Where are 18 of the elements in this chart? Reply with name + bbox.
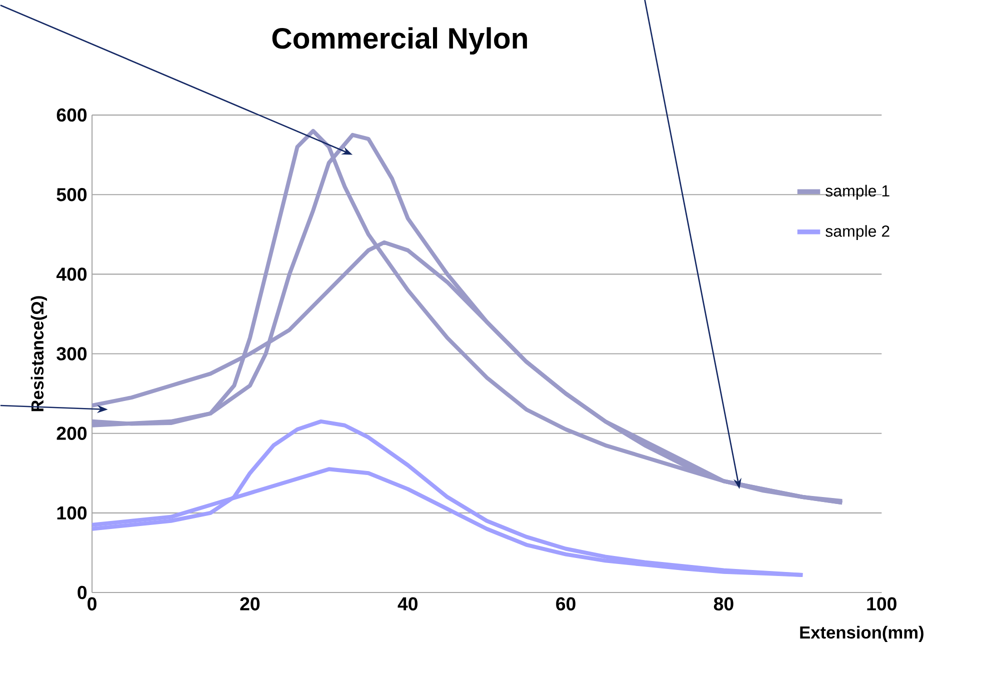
y-axis-title: Resistance(Ω)	[30, 296, 48, 412]
y-tick-label: 100	[57, 506, 87, 520]
chart-title: Commercial Nylon	[272, 27, 527, 55]
legend-label: sample 2	[826, 225, 890, 240]
x-tick-label: 0	[88, 597, 96, 611]
x-tick-label: 80	[714, 597, 734, 611]
x-tick-label: 20	[240, 597, 260, 611]
legend-label: sample 1	[826, 185, 890, 200]
y-tick-label: 600	[56, 108, 87, 122]
x-tick-label: 40	[398, 597, 418, 611]
y-tick-label: 0	[78, 586, 87, 600]
y-tick-label: 200	[56, 426, 87, 440]
x-tick-label: 100	[867, 597, 896, 611]
y-tick-label: 400	[56, 268, 87, 282]
y-tick-label: 500	[56, 188, 87, 202]
x-tick-label: 60	[556, 597, 576, 611]
x-axis-title: Extension(mm)	[800, 626, 924, 642]
y-tick-label: 300	[56, 347, 87, 361]
